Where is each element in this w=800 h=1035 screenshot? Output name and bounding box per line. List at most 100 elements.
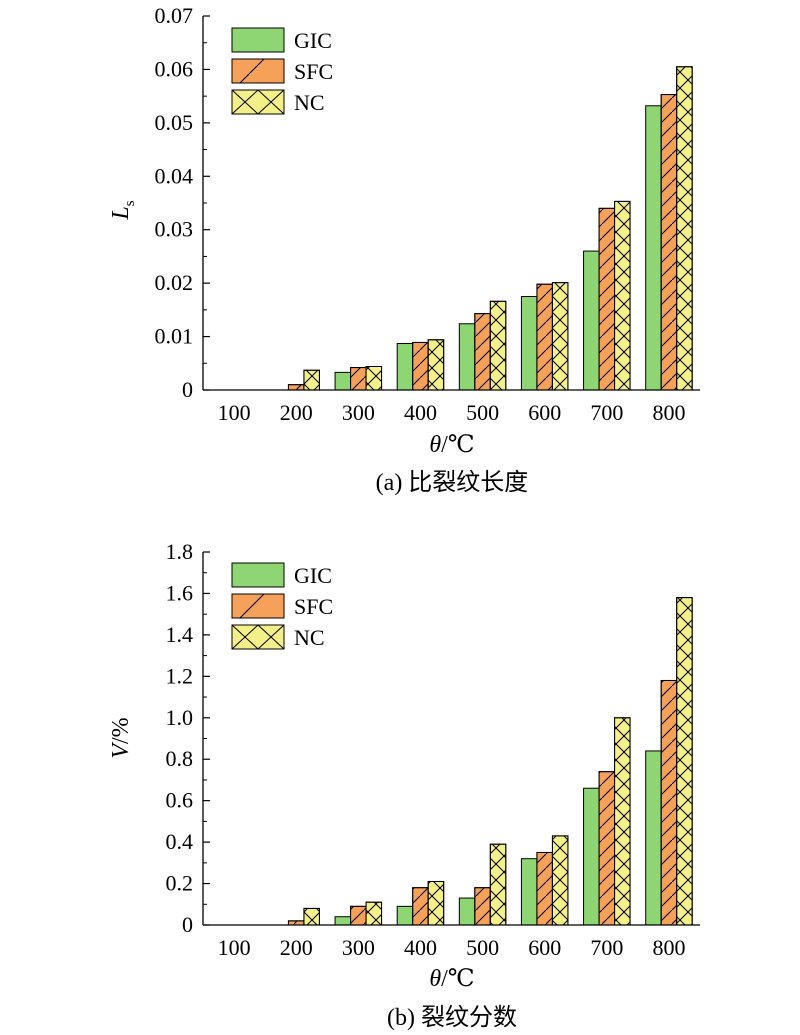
x-axis-label-var: θ <box>429 966 441 992</box>
bar-gic-600 <box>520 296 538 391</box>
bar-gic-300 <box>334 916 352 926</box>
legend-label-sfc: SFC <box>294 59 333 84</box>
x-tick-label: 700 <box>590 935 623 960</box>
bar-hatch-nc-500 <box>489 300 507 391</box>
legend-swatch-border <box>231 58 285 84</box>
bar-gic-400 <box>396 905 414 926</box>
bar-hatch-nc-400 <box>427 339 445 391</box>
x-tick-label: 100 <box>218 400 251 425</box>
bar-gic-800 <box>645 750 662 926</box>
bar-hatch-nc-300 <box>365 365 383 391</box>
bar-hatch-sfc-400 <box>412 341 429 391</box>
x-tick-label: 200 <box>280 935 313 960</box>
y-tick-label: 0.07 <box>155 3 194 28</box>
y-axis-label-var: L <box>108 206 134 220</box>
bars-group <box>287 597 693 926</box>
bar-hatch-nc-300 <box>365 901 383 926</box>
x-tick-label: 300 <box>342 935 375 960</box>
svg-text:Ls: Ls <box>108 200 138 220</box>
bar-hatch-nc-800 <box>676 66 693 391</box>
x-axis-label: θ/℃ <box>429 966 474 992</box>
chart-caption: (a) 比裂纹长度 <box>376 469 529 496</box>
legend: GIC SFC NC <box>231 27 333 115</box>
x-tick-label: 500 <box>466 935 499 960</box>
x-tick-label: 600 <box>528 400 561 425</box>
y-tick-label: 0.03 <box>155 217 194 242</box>
legend-swatch-nc <box>231 624 285 650</box>
y-axis-label-unit: /% <box>108 717 134 744</box>
y-tick-label: 0.2 <box>166 871 194 896</box>
y-tick-label: 0 <box>182 912 193 937</box>
bar-hatch-nc-400 <box>427 880 445 926</box>
chart-crack-fraction: 0 0.2 0.4 0.6 0.8 1.0 1.2 1.4 1.6 1.8 100 200 300 400… <box>108 539 700 1031</box>
x-tick-label: 400 <box>404 400 437 425</box>
y-tick-label: 1.8 <box>166 539 194 564</box>
bar-hatch-sfc-500 <box>474 887 491 926</box>
ticks-group: 0 0.01 0.02 0.03 0.04 0.05 0.06 0.07 100 200 300 40… <box>155 3 686 425</box>
bar-hatch-sfc-700 <box>598 207 616 391</box>
y-tick-label: 0.05 <box>155 110 194 135</box>
bar-hatch-sfc-800 <box>660 94 678 391</box>
y-tick-label: 0 <box>182 377 193 402</box>
x-tick-label: 400 <box>404 935 437 960</box>
x-tick-label: 500 <box>466 400 499 425</box>
bar-hatch-sfc-200 <box>287 384 305 391</box>
legend-swatch-sfc <box>231 58 285 84</box>
bar-hatch-sfc-400 <box>412 887 429 926</box>
y-axis-label: Ls <box>108 200 138 220</box>
bar-hatch-nc-600 <box>551 835 569 926</box>
bar-hatch-sfc-700 <box>598 771 616 926</box>
bar-hatch-sfc-600 <box>536 283 553 391</box>
bar-hatch-nc-200 <box>303 369 320 391</box>
y-tick-label: 1.0 <box>166 705 194 730</box>
bar-gic-500 <box>458 323 476 391</box>
legend-swatch-nc <box>231 89 285 115</box>
legend-label-gic: GIC <box>294 28 332 53</box>
legend-swatch-sfc <box>231 593 285 619</box>
bar-hatch-nc-600 <box>551 282 569 391</box>
y-axis-label-sub: s <box>122 200 138 206</box>
y-tick-label: 0.06 <box>155 56 194 81</box>
bars-group <box>287 66 693 391</box>
y-tick-label: 0.4 <box>166 829 194 854</box>
x-tick-label: 700 <box>590 400 623 425</box>
y-tick-label: 1.2 <box>166 663 194 688</box>
legend-label-nc: NC <box>294 625 325 650</box>
legend-label-gic: GIC <box>294 563 332 588</box>
bar-hatch-nc-500 <box>489 843 507 926</box>
bar-hatch-sfc-300 <box>350 367 367 391</box>
y-tick-label: 0.8 <box>166 746 194 771</box>
y-tick-label: 0.04 <box>155 163 194 188</box>
legend-swatch-gic <box>231 562 285 588</box>
bar-gic-700 <box>583 250 600 391</box>
y-tick-label: 0.6 <box>166 788 194 813</box>
svg-text:V/%: V/% <box>108 717 134 758</box>
legend-swatch-gic <box>231 27 285 53</box>
x-tick-label: 800 <box>652 935 685 960</box>
y-tick-label: 1.4 <box>166 622 194 647</box>
y-axis-label-var: V <box>108 742 134 759</box>
legend-label-sfc: SFC <box>294 594 333 619</box>
x-tick-label: 300 <box>342 400 375 425</box>
bar-gic-800 <box>645 105 662 391</box>
bar-gic-700 <box>583 787 600 926</box>
chart-specific-crack-length: 0 0.01 0.02 0.03 0.04 0.05 0.06 0.07 100 200 300 40… <box>108 3 700 496</box>
bar-hatch-sfc-600 <box>536 851 553 926</box>
bar-hatch-nc-200 <box>303 907 320 926</box>
chart-caption: (b) 裂纹分数 <box>387 1004 517 1031</box>
bar-hatch-nc-700 <box>614 717 631 926</box>
y-tick-label: 1.6 <box>166 580 194 605</box>
y-tick-label: 0.01 <box>155 324 194 349</box>
bar-hatch-nc-800 <box>676 597 693 926</box>
bar-hatch-sfc-300 <box>350 905 367 926</box>
x-axis-label-unit: /℃ <box>441 432 475 458</box>
bar-gic-600 <box>520 858 538 926</box>
legend-label-nc: NC <box>294 90 325 115</box>
bar-hatch-sfc-800 <box>660 679 678 926</box>
x-tick-label: 200 <box>280 400 313 425</box>
x-axis-label-unit: /℃ <box>441 966 475 992</box>
x-tick-label: 100 <box>218 935 251 960</box>
bar-hatch-nc-700 <box>614 200 631 391</box>
x-axis-label-var: θ <box>429 432 441 458</box>
